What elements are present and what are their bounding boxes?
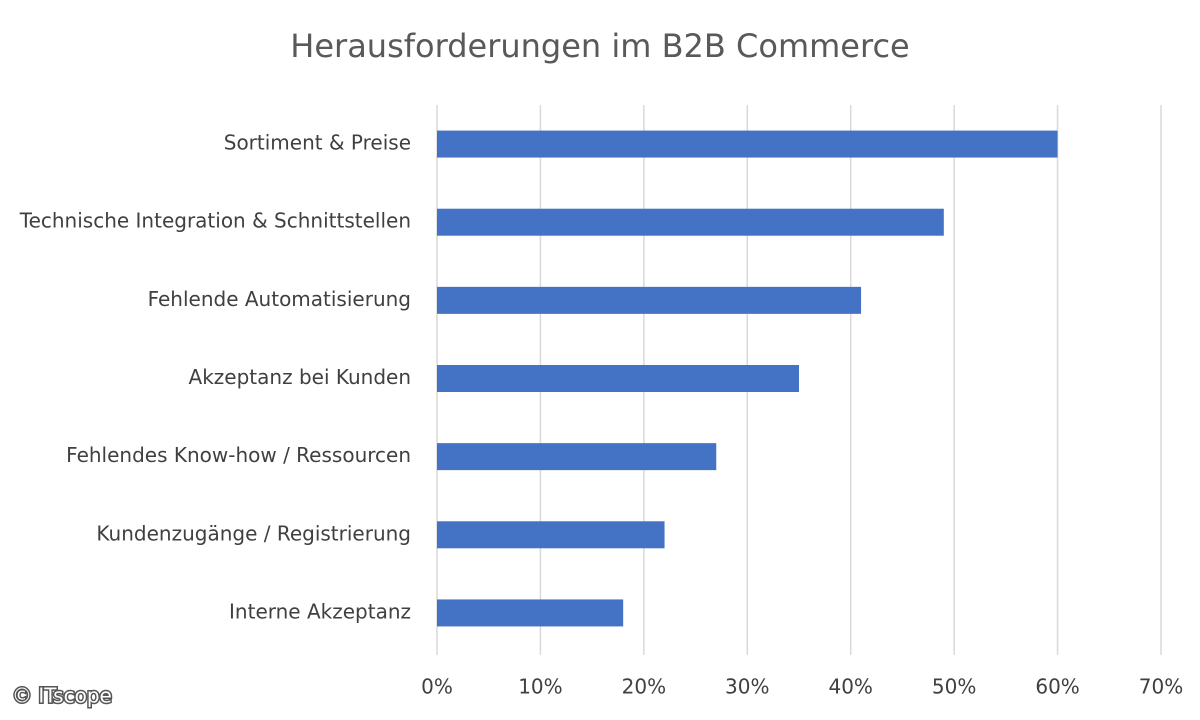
x-tick-label: 70% xyxy=(1139,675,1183,699)
bar xyxy=(437,365,799,392)
y-tick-label: Sortiment & Preise xyxy=(224,131,411,155)
bar xyxy=(437,286,862,314)
x-tick-label: 0% xyxy=(421,675,453,699)
x-tick-label: 40% xyxy=(828,675,872,699)
y-tick-label: Kundenzugänge / Registrierung xyxy=(96,521,411,545)
bar xyxy=(437,443,717,471)
y-tick-label: Technische Integration & Schnittstellen xyxy=(19,209,411,233)
x-tick-label: 10% xyxy=(518,675,562,699)
chart-title: Herausforderungen im B2B Commerce xyxy=(290,27,909,65)
x-tick-label: 60% xyxy=(1035,675,1079,699)
x-tick-label: 20% xyxy=(622,675,666,699)
y-tick-label: Akzeptanz bei Kunden xyxy=(189,365,411,389)
y-tick-label: Interne Akzeptanz xyxy=(229,599,411,623)
y-tick-label: Fehlendes Know-how / Ressourcen xyxy=(66,443,411,467)
source-watermark: © ITscope xyxy=(12,684,112,708)
bar xyxy=(437,599,624,627)
bar xyxy=(437,130,1058,158)
y-tick-label: Fehlende Automatisierung xyxy=(148,287,411,311)
x-tick-label: 30% xyxy=(725,675,769,699)
x-tick-label: 50% xyxy=(932,675,976,699)
bar xyxy=(437,521,665,549)
bar xyxy=(437,208,944,236)
